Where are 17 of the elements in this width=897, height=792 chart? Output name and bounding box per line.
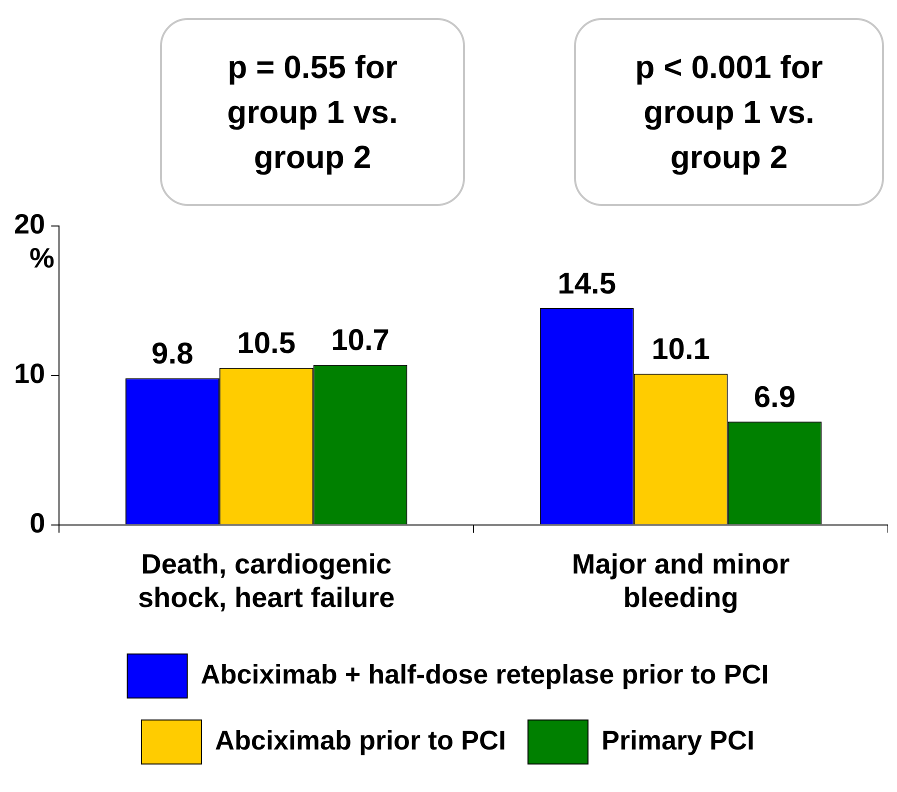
data-label: 10.1 xyxy=(652,333,710,366)
x-tick-label: Death, cardiogenic shock, heart failure xyxy=(138,548,395,613)
legend-label: Abciximab prior to PCI xyxy=(214,725,506,756)
legend-label: Abciximab + half-dose reteplase prior to PCI xyxy=(200,659,769,690)
data-label: 10.5 xyxy=(237,327,296,360)
y-tick-label: 0 xyxy=(30,508,46,539)
data-label: 10.7 xyxy=(331,324,390,358)
legend-label: Primary PCI xyxy=(601,725,755,756)
text: p = 0.55 for group 1 vs. group 2 xyxy=(160,18,465,206)
data-label: 9.8 xyxy=(152,338,194,371)
y-axis-title: % xyxy=(30,242,55,274)
y-tick-label: 20 xyxy=(14,208,46,240)
x-tick-label: Major and minor bleeding xyxy=(572,548,790,613)
text: p < 0.001 for group 1 vs. group 2 xyxy=(574,18,884,206)
data-label: 6.9 xyxy=(754,380,796,414)
y-tick-label: 10 xyxy=(14,358,46,390)
data-label: 14.5 xyxy=(558,267,616,300)
